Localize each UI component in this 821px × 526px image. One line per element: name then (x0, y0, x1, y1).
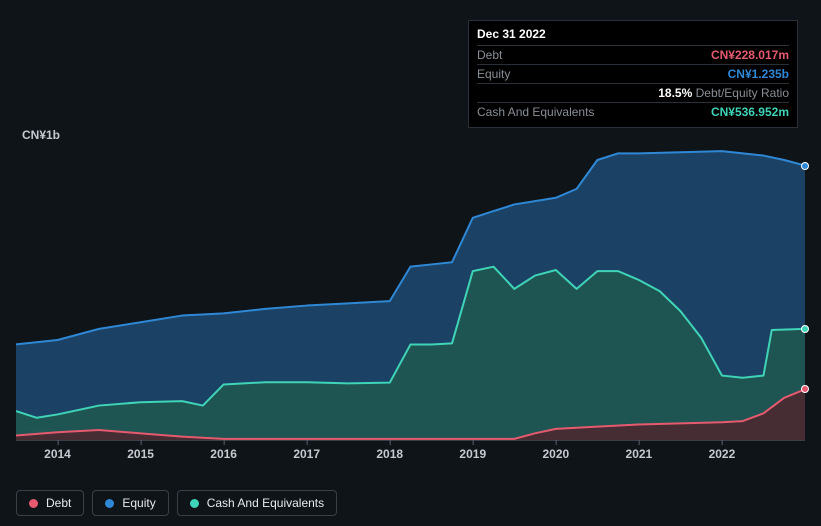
legend-swatch (190, 499, 199, 508)
area-chart-svg (16, 140, 805, 440)
x-axis-tick: 2016 (210, 447, 237, 461)
legend-item-debt[interactable]: Debt (16, 490, 84, 516)
legend-item-cash-and-equivalents[interactable]: Cash And Equivalents (177, 490, 337, 516)
tooltip-row-label: Cash And Equivalents (477, 105, 594, 119)
series-end-marker-debt (801, 385, 809, 393)
legend-swatch (29, 499, 38, 508)
x-axis-tick: 2017 (293, 447, 320, 461)
series-end-marker-cash (801, 325, 809, 333)
tooltip-row: Cash And Equivalents CN¥536.952m (477, 102, 789, 121)
legend-label: Debt (46, 496, 71, 510)
tooltip-row-label: Equity (477, 67, 510, 81)
x-axis-tick: 2022 (709, 447, 736, 461)
x-axis-tick: 2021 (626, 447, 653, 461)
legend-label: Equity (122, 496, 155, 510)
x-axis-tick: 2014 (44, 447, 71, 461)
chart-tooltip: Dec 31 2022 Debt CN¥228.017m Equity CN¥1.23… (468, 20, 798, 128)
tooltip-row-value: CN¥228.017m (711, 48, 789, 62)
tooltip-row-label: Debt (477, 48, 502, 62)
legend-label: Cash And Equivalents (207, 496, 324, 510)
x-axis-tick: 2020 (542, 447, 569, 461)
x-axis-tick: 2015 (127, 447, 154, 461)
chart-legend: Debt Equity Cash And Equivalents (16, 490, 337, 516)
legend-swatch (105, 499, 114, 508)
chart-plot-area (16, 140, 805, 440)
series-end-marker-equity (801, 162, 809, 170)
tooltip-row-value: CN¥1.235b (728, 67, 789, 81)
tooltip-row-value: 18.5% Debt/Equity Ratio (658, 86, 789, 100)
x-axis-baseline (16, 440, 805, 441)
tooltip-row: Debt CN¥228.017m (477, 45, 789, 64)
tooltip-row: Equity CN¥1.235b (477, 64, 789, 83)
tooltip-row-value: CN¥536.952m (711, 105, 789, 119)
tooltip-row: 18.5% Debt/Equity Ratio (477, 83, 789, 102)
x-axis-tick: 2019 (459, 447, 486, 461)
x-axis: 2014 2015 2016 2017 2018 2019 2020 2021 2022 (16, 445, 805, 465)
tooltip-date: Dec 31 2022 (477, 27, 789, 45)
legend-item-equity[interactable]: Equity (92, 490, 168, 516)
x-axis-tick: 2018 (376, 447, 403, 461)
